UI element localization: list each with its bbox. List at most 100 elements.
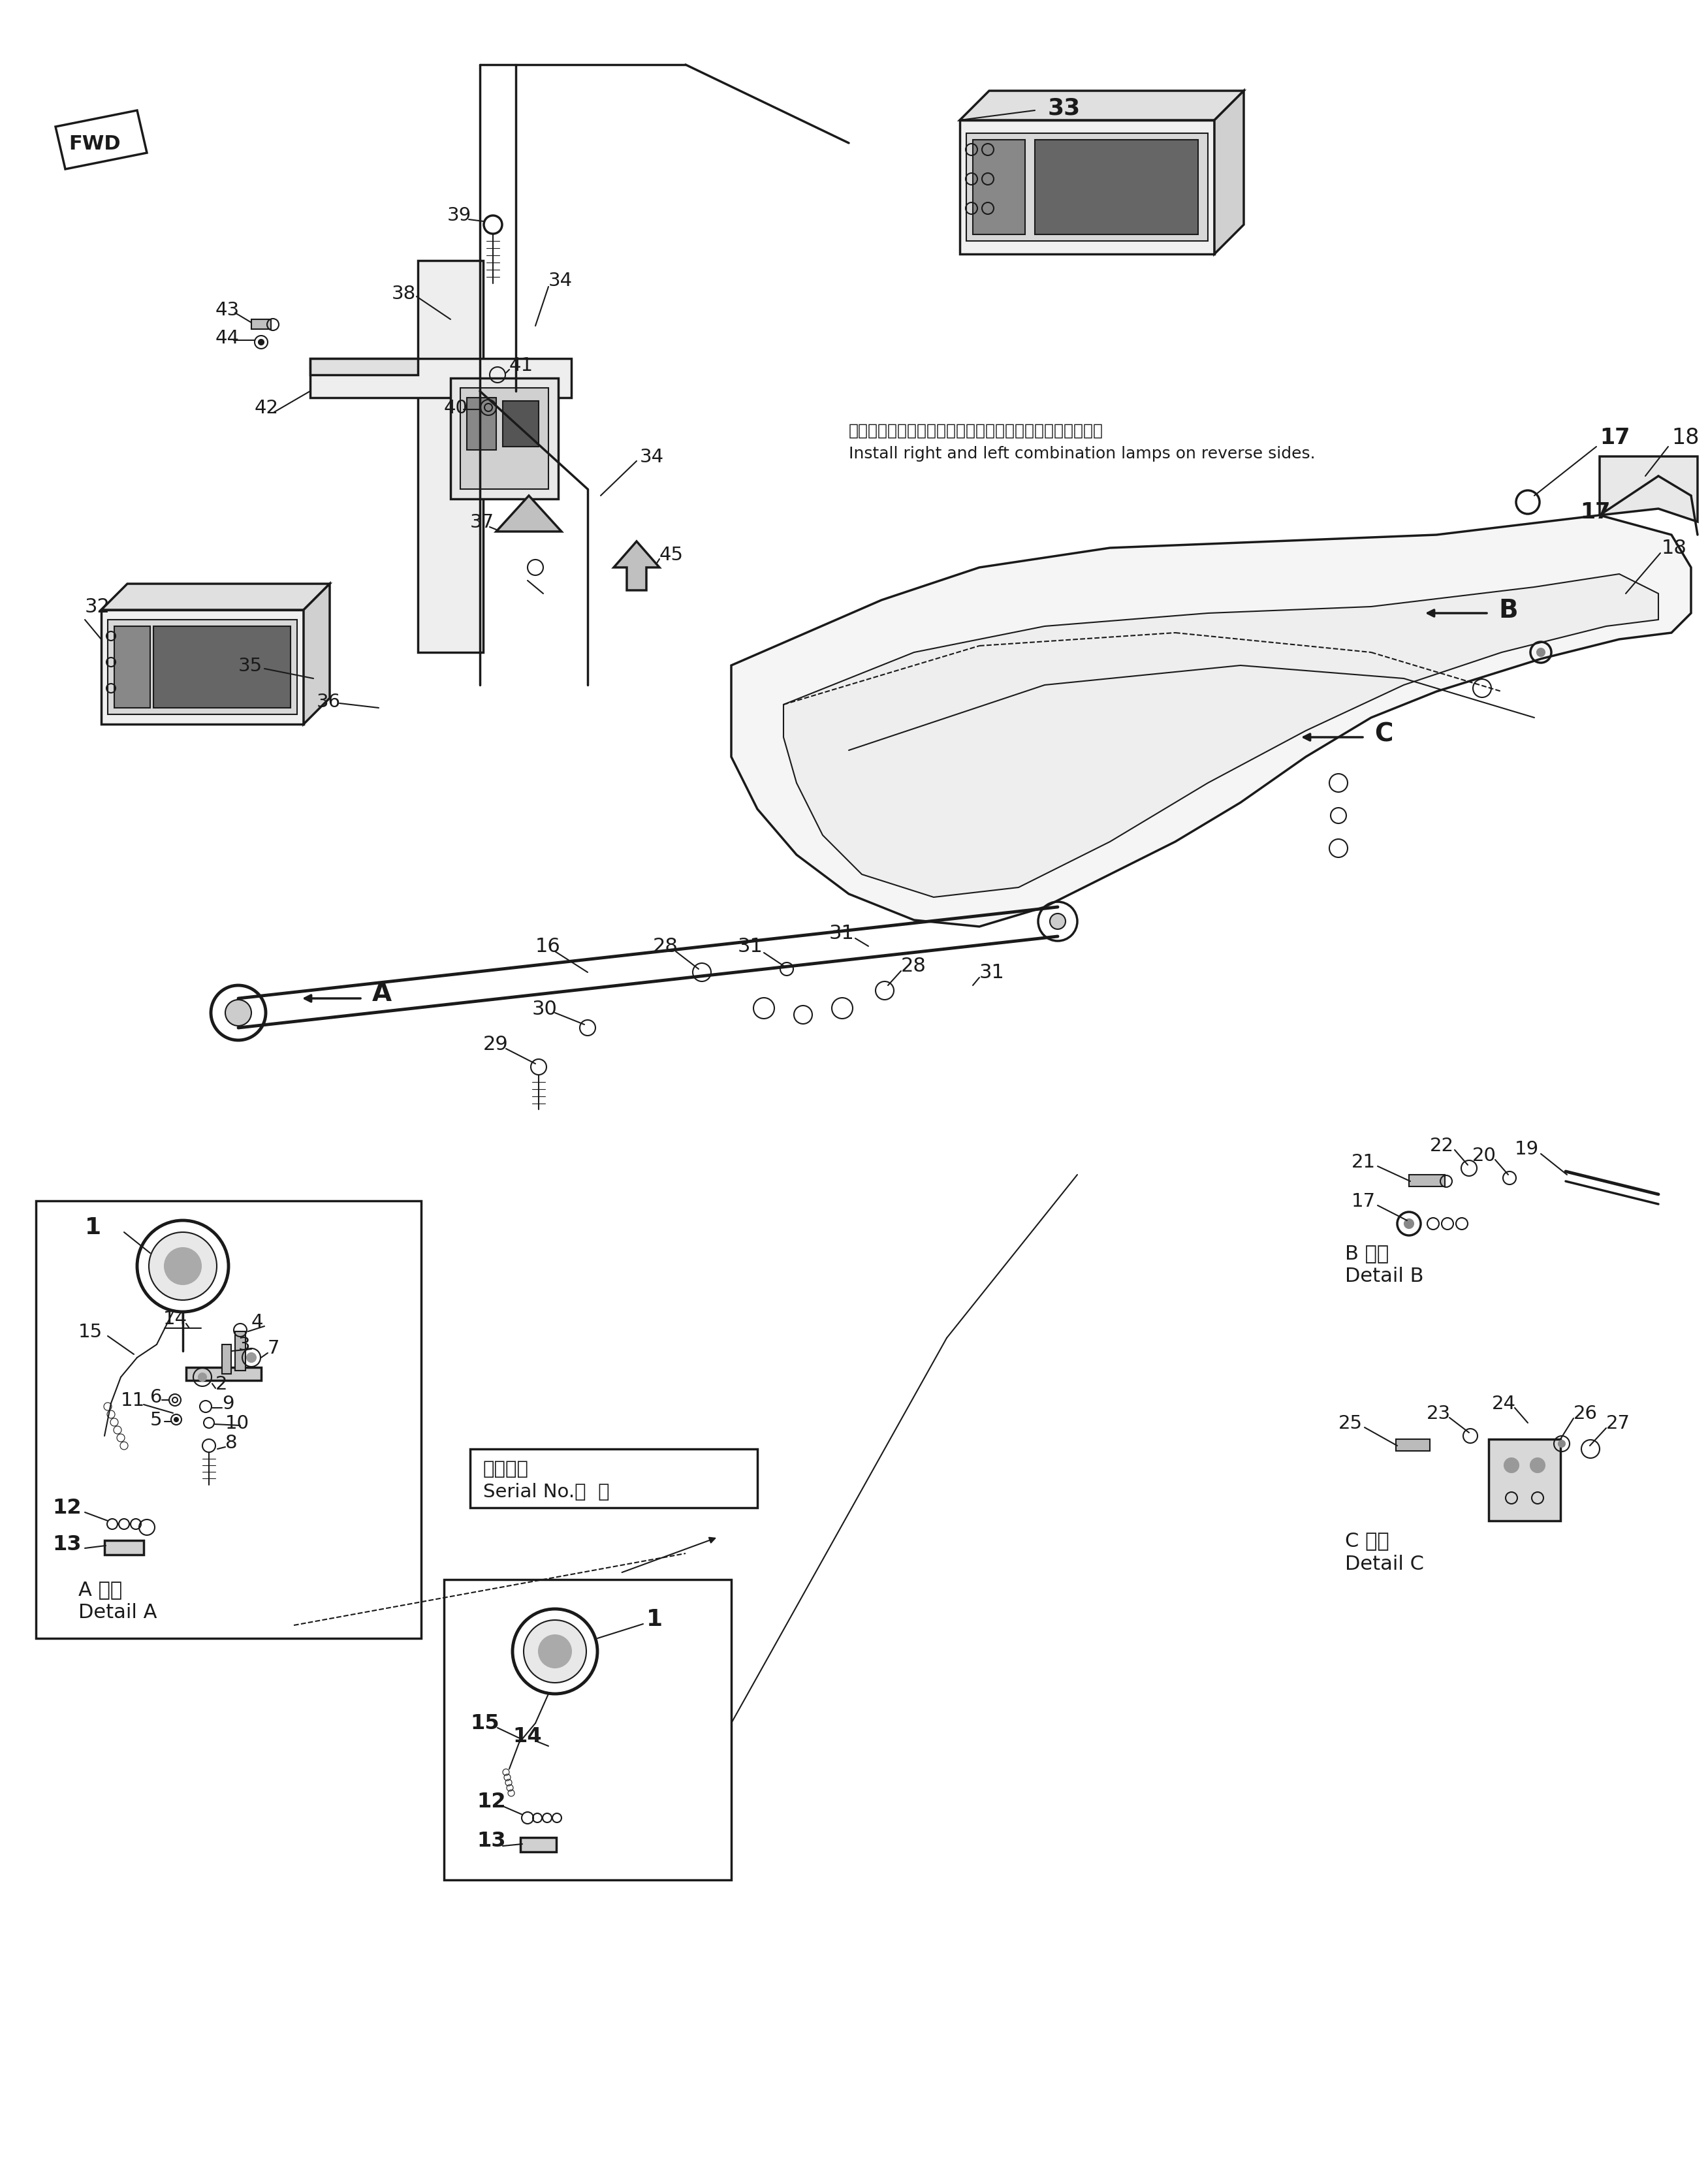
Text: Detail B: Detail B xyxy=(1344,1267,1424,1286)
Bar xyxy=(451,378,559,499)
Circle shape xyxy=(246,1353,256,1362)
Text: 45: 45 xyxy=(659,545,683,564)
Text: 22: 22 xyxy=(1430,1137,1454,1155)
Text: 19: 19 xyxy=(1515,1139,1539,1159)
Bar xyxy=(236,1332,246,1371)
Circle shape xyxy=(1404,1219,1414,1228)
Text: 35: 35 xyxy=(239,657,263,675)
Circle shape xyxy=(1530,1459,1544,1472)
Circle shape xyxy=(174,1418,178,1423)
Circle shape xyxy=(164,1247,202,1284)
Text: 8: 8 xyxy=(225,1433,237,1451)
Bar xyxy=(974,141,1025,236)
Text: 29: 29 xyxy=(483,1036,509,1053)
Text: 43: 43 xyxy=(215,301,239,320)
Text: Detail A: Detail A xyxy=(79,1602,157,1622)
Bar xyxy=(1395,1440,1430,1451)
Text: 42: 42 xyxy=(254,398,278,417)
Polygon shape xyxy=(101,584,330,610)
Text: 34: 34 xyxy=(548,272,572,290)
Circle shape xyxy=(538,1634,570,1667)
Text: A 詳細: A 詳細 xyxy=(79,1580,123,1600)
Text: B 詳細: B 詳細 xyxy=(1344,1243,1389,1263)
Text: 5: 5 xyxy=(150,1410,162,1429)
Bar xyxy=(101,610,304,724)
Text: 23: 23 xyxy=(1426,1403,1450,1423)
Bar xyxy=(960,121,1214,255)
Circle shape xyxy=(1558,1440,1565,1446)
Circle shape xyxy=(225,1001,251,1027)
Text: 13: 13 xyxy=(477,1831,506,1851)
Text: 40: 40 xyxy=(444,398,468,417)
Text: 2: 2 xyxy=(215,1375,227,1392)
Bar xyxy=(108,620,297,716)
Text: C: C xyxy=(1375,722,1394,746)
Text: 24: 24 xyxy=(1491,1394,1517,1412)
Text: 適用号機: 適用号機 xyxy=(483,1459,529,1479)
Text: 17: 17 xyxy=(1600,426,1629,448)
Text: 38: 38 xyxy=(391,285,417,303)
Bar xyxy=(154,627,290,709)
Polygon shape xyxy=(1214,91,1243,255)
Polygon shape xyxy=(304,584,330,724)
Text: 4: 4 xyxy=(251,1312,263,1332)
Circle shape xyxy=(524,1619,586,1682)
Text: 31: 31 xyxy=(738,936,763,956)
Text: 9: 9 xyxy=(222,1394,234,1412)
Text: 6: 6 xyxy=(150,1388,162,1405)
Bar xyxy=(459,389,548,489)
Text: 1: 1 xyxy=(85,1215,101,1239)
Circle shape xyxy=(1537,649,1544,657)
Bar xyxy=(36,1202,422,1639)
Bar xyxy=(521,1838,557,1853)
Text: 31: 31 xyxy=(979,964,1004,982)
Text: 31: 31 xyxy=(828,923,854,943)
Text: 7: 7 xyxy=(268,1338,280,1358)
Text: 18: 18 xyxy=(1662,538,1688,558)
Bar xyxy=(470,1449,757,1507)
Text: 36: 36 xyxy=(316,692,342,711)
Polygon shape xyxy=(960,91,1243,121)
Polygon shape xyxy=(613,543,659,590)
Bar xyxy=(1409,1174,1445,1187)
Text: 28: 28 xyxy=(902,956,926,975)
Bar xyxy=(114,627,150,709)
Text: B: B xyxy=(1498,599,1518,623)
Text: 16: 16 xyxy=(535,936,560,956)
Bar xyxy=(222,1345,231,1375)
Bar xyxy=(251,320,272,329)
Text: A: A xyxy=(372,982,391,1005)
Text: 14: 14 xyxy=(164,1310,188,1327)
Text: 14: 14 xyxy=(512,1725,541,1747)
Text: 1: 1 xyxy=(646,1609,663,1630)
Bar xyxy=(502,402,538,448)
Text: 44: 44 xyxy=(215,329,239,348)
Bar xyxy=(104,1542,143,1554)
Text: 10: 10 xyxy=(225,1414,249,1431)
Circle shape xyxy=(1050,915,1066,930)
Text: 13: 13 xyxy=(53,1533,82,1554)
Circle shape xyxy=(149,1232,217,1299)
Text: Serial No.・  ～: Serial No.・ ～ xyxy=(483,1483,610,1500)
Circle shape xyxy=(258,339,263,346)
Text: Detail C: Detail C xyxy=(1344,1554,1424,1574)
Text: 3: 3 xyxy=(239,1336,251,1353)
Text: 26: 26 xyxy=(1573,1403,1597,1423)
Text: FWD: FWD xyxy=(68,134,121,154)
Text: 18: 18 xyxy=(1672,426,1699,448)
Text: 20: 20 xyxy=(1472,1146,1496,1165)
Text: コンビネーションランプは左右入れ替えて取り付けます。: コンビネーションランプは左右入れ替えて取り付けます。 xyxy=(849,424,1103,439)
Text: 21: 21 xyxy=(1351,1152,1375,1172)
Text: 28: 28 xyxy=(652,936,678,956)
Text: 12: 12 xyxy=(53,1498,82,1518)
Bar xyxy=(1035,141,1197,236)
Text: 34: 34 xyxy=(640,448,664,467)
Bar xyxy=(444,1580,731,1881)
Text: Install right and left combination lamps on reverse sides.: Install right and left combination lamps… xyxy=(849,445,1315,461)
Polygon shape xyxy=(311,359,418,376)
Polygon shape xyxy=(731,517,1691,927)
Polygon shape xyxy=(1600,456,1698,523)
Bar xyxy=(311,359,570,398)
Text: 15: 15 xyxy=(79,1323,102,1340)
Bar xyxy=(967,134,1208,242)
